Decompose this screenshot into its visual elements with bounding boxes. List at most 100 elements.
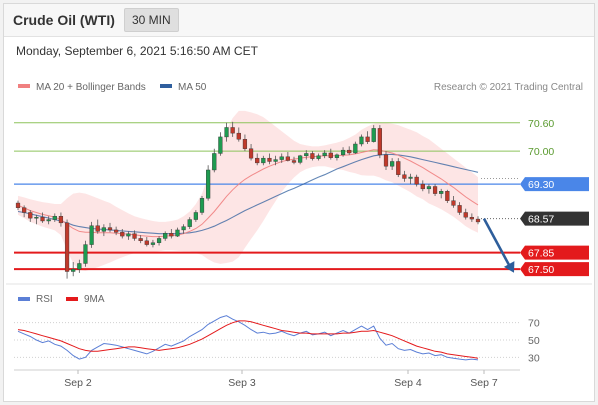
candle-body [322, 152, 327, 157]
x-tick-label: Sep 7 [470, 377, 498, 389]
candle [169, 229, 174, 239]
candle-body [150, 242, 156, 245]
rsi-tick-label: 30 [528, 352, 540, 364]
candle-body [46, 219, 51, 222]
candle [451, 195, 456, 208]
candle [224, 122, 229, 142]
candle-body [230, 127, 235, 134]
candle-body [383, 154, 389, 167]
candle-body [420, 183, 425, 190]
candle [457, 202, 462, 215]
candle-body [224, 127, 229, 138]
candle [432, 184, 438, 196]
candle-body [279, 156, 284, 160]
candle [291, 156, 297, 165]
candle [426, 184, 432, 194]
rsi-legend-label: RSI [36, 294, 53, 305]
candle-body [187, 219, 192, 227]
legend-bottom: RSI 9MA [18, 294, 105, 305]
candle-body [359, 136, 364, 145]
candle-body [377, 128, 382, 156]
support-label-2: 67.50 [528, 264, 554, 276]
candle [34, 214, 39, 225]
candle [371, 125, 376, 143]
forecast-arrow [482, 217, 515, 273]
candle-body [89, 225, 94, 245]
candle [285, 152, 290, 162]
candle [340, 147, 346, 157]
resistance-label-1: 70.60 [528, 118, 554, 130]
candle [95, 219, 100, 234]
candle [377, 125, 382, 159]
candle-body [273, 159, 278, 162]
candle [83, 240, 88, 267]
candle-body [291, 160, 297, 163]
candle [469, 213, 474, 222]
candle-body [408, 176, 413, 179]
candle-body [285, 156, 290, 161]
candle-body [156, 238, 162, 243]
key-levels [14, 122, 520, 271]
candle-body [255, 157, 260, 164]
ma20-line [17, 149, 479, 238]
resistance-label-2: 70.00 [528, 146, 554, 158]
candle [89, 221, 94, 248]
candle [132, 230, 137, 241]
rsi9-legend-label: 9MA [84, 294, 105, 305]
candle [193, 210, 198, 222]
candle [445, 189, 450, 204]
candle-body [457, 205, 462, 213]
candle-body [451, 200, 456, 206]
candle [28, 210, 33, 222]
candle [156, 236, 162, 246]
candle-body [193, 212, 198, 220]
candle-body [138, 238, 143, 242]
candle [347, 146, 352, 155]
candle [408, 173, 413, 185]
candle [248, 144, 254, 161]
candle [181, 224, 186, 234]
legend-top: MA 20 + Bollinger Bands MA 50 Research ©… [18, 82, 583, 93]
ma50-legend-label: MA 50 [178, 82, 207, 93]
candle [267, 153, 272, 165]
arrow-head [503, 261, 515, 273]
candle-body [169, 233, 174, 237]
candle-body [304, 153, 309, 157]
candle [114, 226, 119, 236]
arrow-shaft [482, 217, 512, 268]
chart-datetime: Monday, September 6, 2021 5:16:50 AM CET [16, 44, 258, 58]
candle [77, 259, 82, 273]
candle-body [64, 222, 70, 272]
candle-body [15, 202, 21, 208]
copyright-text: Research © 2021 Trading Central [434, 82, 583, 93]
pivot-label: 69.30 [528, 179, 554, 191]
candle-body [114, 229, 119, 233]
candle-body [261, 157, 266, 164]
rsi-tick-label: 70 [528, 318, 540, 330]
candle-body [83, 244, 88, 264]
candle-body [396, 161, 401, 175]
support-label-2-bg [520, 262, 589, 277]
rsi-lines [17, 315, 479, 361]
candle-body [22, 207, 27, 213]
candle-body [175, 229, 180, 237]
candle-body [126, 233, 131, 237]
candle [304, 150, 309, 160]
candle [126, 231, 131, 240]
level-labels: 70.60 70.00 69.30 68.57 67.85 67.50 [520, 118, 589, 277]
candle [187, 217, 192, 229]
candle-body [445, 191, 450, 201]
candle [402, 170, 407, 182]
candle [390, 158, 395, 170]
candle [255, 153, 260, 166]
candle-body [310, 153, 315, 159]
candle [420, 180, 425, 192]
candle [261, 155, 266, 166]
timeframe-button[interactable]: 30 MIN [124, 8, 179, 32]
candle [396, 158, 401, 178]
candle [230, 121, 235, 137]
candle [40, 212, 45, 223]
candle [206, 165, 211, 201]
x-tick-label: Sep 2 [64, 377, 92, 389]
